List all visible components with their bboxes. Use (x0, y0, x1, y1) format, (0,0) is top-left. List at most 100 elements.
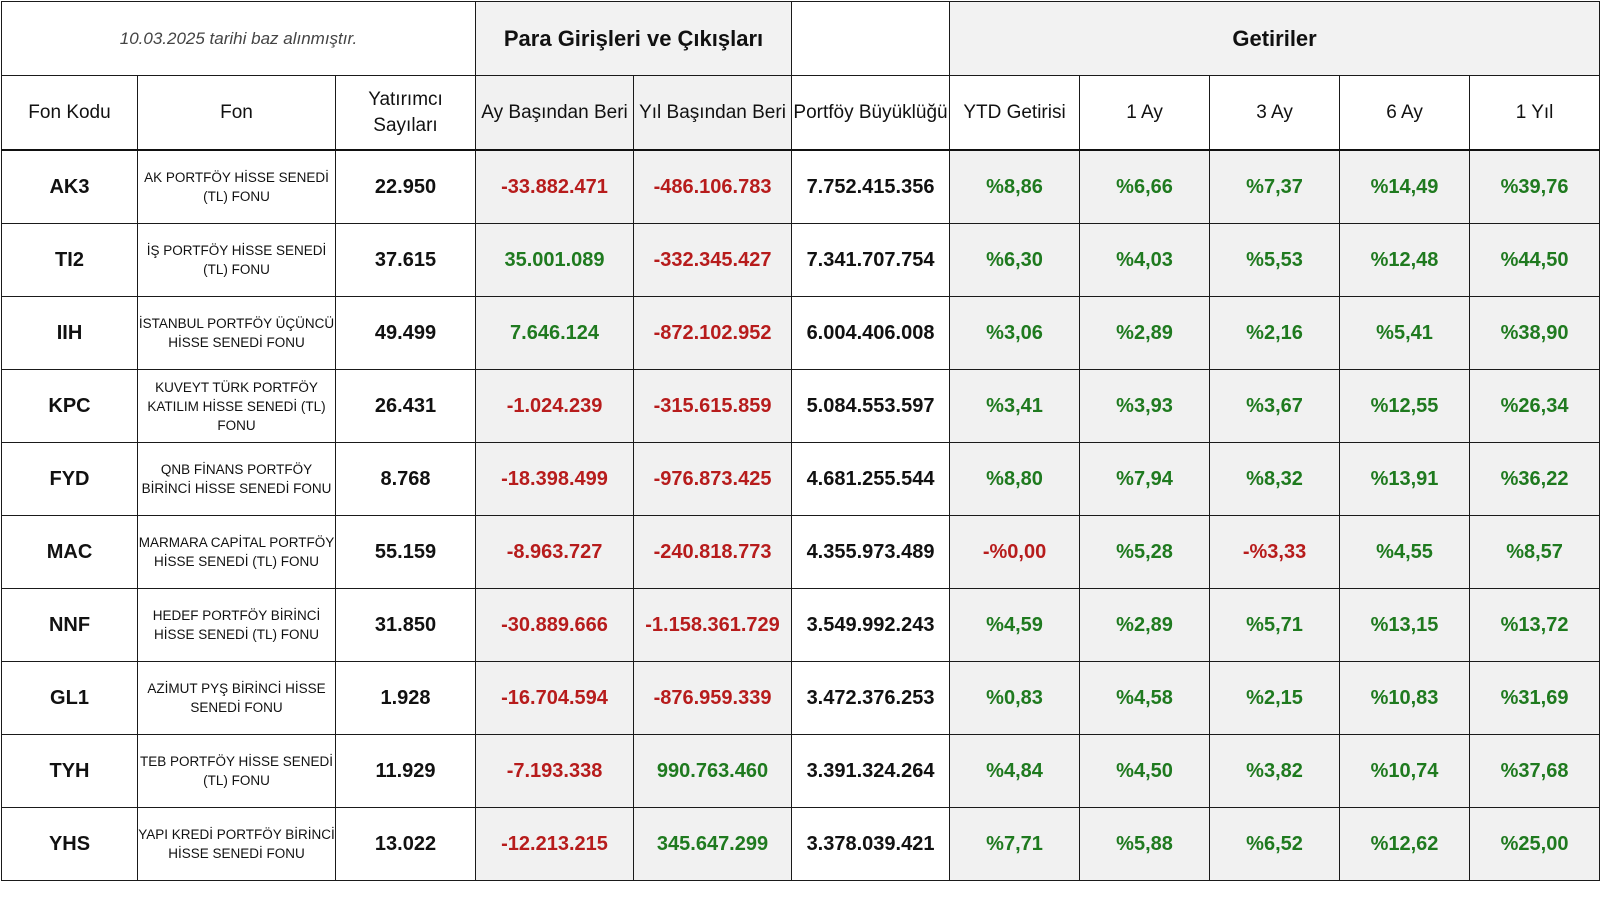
header-fund: Fon (137, 75, 336, 151)
cell-size: 4.681.255.544 (791, 442, 951, 516)
cell-ytd: -332.345.427 (633, 223, 793, 297)
header-ret-ytd: YTD Getirisi (949, 75, 1081, 151)
cell-mtd: -8.963.727 (475, 515, 635, 589)
cell-ytd: -872.102.952 (633, 296, 793, 370)
cell-ret-1y: %39,76 (1469, 149, 1600, 224)
cell-ret-ytd: %3,06 (949, 296, 1081, 370)
cell-ret-3m: %3,82 (1209, 734, 1341, 808)
cell-ret-6m: %12,62 (1339, 807, 1471, 881)
cell-investors: 55.159 (334, 515, 477, 589)
cell-fund: KUVEYT TÜRK PORTFÖY KATILIM HİSSE SENEDİ… (137, 369, 336, 443)
table-row: NNF HEDEF PORTFÖY BİRİNCİ HİSSE SENEDİ (T… (1, 588, 1600, 662)
table-body: AK3 AK PORTFÖY HİSSE SENEDİ (TL) FONU 22.9… (1, 149, 1600, 881)
cell-ret-ytd: %7,71 (949, 807, 1081, 881)
cell-code: AK3 (1, 149, 138, 224)
cell-investors: 31.850 (334, 588, 477, 662)
cell-size: 6.004.406.008 (791, 296, 951, 370)
cell-code: YHS (1, 807, 138, 881)
cell-investors: 8.768 (334, 442, 477, 516)
cell-ret-1y: %31,69 (1469, 661, 1600, 735)
cell-ret-6m: %10,74 (1339, 734, 1471, 808)
table-row: FYD QNB FİNANS PORTFÖY BİRİNCİ HİSSE SENE… (1, 442, 1600, 516)
cell-ret-1m: %5,88 (1079, 807, 1211, 881)
cell-ret-1m: %4,58 (1079, 661, 1211, 735)
cell-mtd: -7.193.338 (475, 734, 635, 808)
cell-ret-ytd: %8,86 (949, 149, 1081, 224)
cell-fund: TEB PORTFÖY HİSSE SENEDİ (TL) FONU (137, 734, 336, 808)
cell-ret-1y: %38,90 (1469, 296, 1600, 370)
cell-ret-1y: %44,50 (1469, 223, 1600, 297)
base-date-note: 10.03.2025 tarihi baz alınmıştır. (0, 1, 477, 76)
cell-ret-1y: %8,57 (1469, 515, 1600, 589)
cell-ret-1y: %36,22 (1469, 442, 1600, 516)
cell-ret-1m: %6,66 (1079, 149, 1211, 224)
cell-ret-3m: %3,67 (1209, 369, 1341, 443)
column-header-row: Fon Kodu Fon Yatırımcı Sayıları Ay Başın… (1, 75, 1600, 151)
cell-ret-6m: %12,55 (1339, 369, 1471, 443)
header-mtd: Ay Başından Beri (475, 75, 635, 151)
cell-investors: 1.928 (334, 661, 477, 735)
cell-ret-6m: %13,15 (1339, 588, 1471, 662)
cell-ret-ytd: %3,41 (949, 369, 1081, 443)
cell-investors: 49.499 (334, 296, 477, 370)
cell-code: TYH (1, 734, 138, 808)
fund-table: 10.03.2025 tarihi baz alınmıştır. Para G… (0, 1, 1600, 881)
header-investors: Yatırımcı Sayıları (334, 75, 477, 151)
cell-fund: İSTANBUL PORTFÖY ÜÇÜNCÜ HİSSE SENEDİ FON… (137, 296, 336, 370)
table-row: MAC MARMARA CAPİTAL PORTFÖY HİSSE SENEDİ … (1, 515, 1600, 589)
header-ret-6m: 6 Ay (1339, 75, 1471, 151)
cell-ret-3m: %2,15 (1209, 661, 1341, 735)
cell-ret-ytd: %4,84 (949, 734, 1081, 808)
header-size: Portföy Büyüklüğü (791, 75, 951, 151)
table-row: TYH TEB PORTFÖY HİSSE SENEDİ (TL) FONU 11.… (1, 734, 1600, 808)
cell-size: 7.752.415.356 (791, 149, 951, 224)
cell-fund: YAPI KREDİ PORTFÖY BİRİNCİ HİSSE SENEDİ … (137, 807, 336, 881)
cell-fund: AK PORTFÖY HİSSE SENEDİ (TL) FONU (137, 149, 336, 224)
cell-size: 3.391.324.264 (791, 734, 951, 808)
cell-ret-6m: %14,49 (1339, 149, 1471, 224)
cell-code: GL1 (1, 661, 138, 735)
group-flows-header: Para Girişleri ve Çıkışları (475, 1, 793, 76)
cell-investors: 11.929 (334, 734, 477, 808)
cell-size: 3.472.376.253 (791, 661, 951, 735)
header-ret-3m: 3 Ay (1209, 75, 1341, 151)
cell-code: NNF (1, 588, 138, 662)
group-header-row: 10.03.2025 tarihi baz alınmıştır. Para G… (0, 1, 1600, 76)
cell-mtd: 7.646.124 (475, 296, 635, 370)
table-row: YHS YAPI KREDİ PORTFÖY BİRİNCİ HİSSE SENE… (1, 807, 1600, 881)
cell-code: KPC (1, 369, 138, 443)
cell-code: IIH (1, 296, 138, 370)
cell-ytd: -876.959.339 (633, 661, 793, 735)
table-row: GL1 AZİMUT PYŞ BİRİNCİ HİSSE SENEDİ FONU 1… (1, 661, 1600, 735)
cell-ret-ytd: -%0,00 (949, 515, 1081, 589)
cell-mtd: -30.889.666 (475, 588, 635, 662)
cell-size: 5.084.553.597 (791, 369, 951, 443)
cell-ytd: -976.873.425 (633, 442, 793, 516)
header-ytd: Yıl Başından Beri (633, 75, 793, 151)
cell-code: MAC (1, 515, 138, 589)
cell-ret-1y: %13,72 (1469, 588, 1600, 662)
cell-size: 3.378.039.421 (791, 807, 951, 881)
cell-mtd: -16.704.594 (475, 661, 635, 735)
cell-ret-3m: %5,53 (1209, 223, 1341, 297)
cell-size: 3.549.992.243 (791, 588, 951, 662)
cell-ret-1m: %4,03 (1079, 223, 1211, 297)
cell-ytd: 345.647.299 (633, 807, 793, 881)
cell-ytd: -240.818.773 (633, 515, 793, 589)
cell-ytd: -486.106.783 (633, 149, 793, 224)
cell-ret-6m: %4,55 (1339, 515, 1471, 589)
cell-ret-1m: %7,94 (1079, 442, 1211, 516)
header-ret-1y: 1 Yıl (1469, 75, 1600, 151)
cell-ret-1m: %2,89 (1079, 588, 1211, 662)
cell-ret-6m: %12,48 (1339, 223, 1471, 297)
cell-mtd: -12.213.215 (475, 807, 635, 881)
group-returns-header: Getiriler (949, 1, 1600, 76)
cell-ret-1y: %25,00 (1469, 807, 1600, 881)
cell-ret-6m: %10,83 (1339, 661, 1471, 735)
cell-fund: QNB FİNANS PORTFÖY BİRİNCİ HİSSE SENEDİ … (137, 442, 336, 516)
cell-mtd: -33.882.471 (475, 149, 635, 224)
cell-ret-1y: %26,34 (1469, 369, 1600, 443)
cell-fund: İŞ PORTFÖY HİSSE SENEDİ (TL) FONU (137, 223, 336, 297)
cell-ret-1m: %3,93 (1079, 369, 1211, 443)
